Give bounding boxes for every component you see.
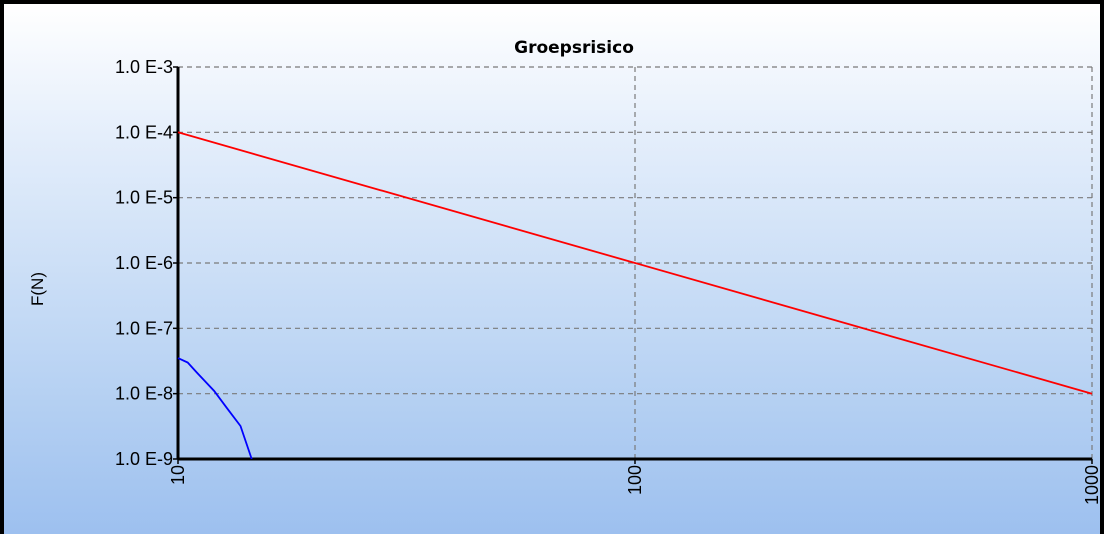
x-tick-label: 100 — [625, 465, 645, 495]
series-line-1 — [177, 131, 1093, 395]
y-tick-label: 1.0 E-7 — [115, 318, 173, 338]
y-tick-label: 1.0 E-4 — [115, 122, 173, 142]
y-tick-label: 1.0 E-6 — [115, 253, 173, 273]
y-tick-label: 1.0 E-9 — [115, 449, 173, 469]
series-line-2 — [177, 357, 253, 460]
chart-title: Groepsrisico — [514, 38, 634, 58]
y-tick-label: 1.0 E-3 — [115, 57, 173, 77]
x-tick-label: 1000 — [1082, 465, 1102, 505]
x-tick-label: 10 — [168, 465, 188, 485]
y-tick-label: 1.0 E-8 — [115, 384, 173, 404]
y-tick-label: 1.0 E-5 — [115, 188, 173, 208]
